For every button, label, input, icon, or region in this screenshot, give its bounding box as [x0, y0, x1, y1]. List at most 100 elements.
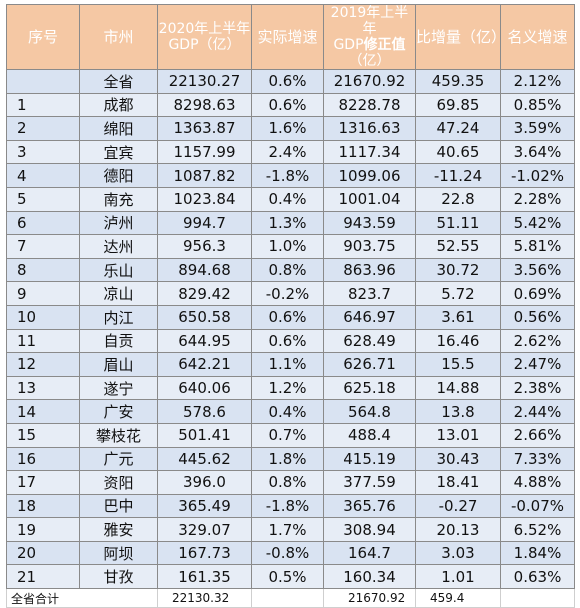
- cell-gdp2020: 329.07: [157, 517, 252, 542]
- cell-increase: 3.03: [415, 540, 501, 566]
- cell-city: 内江: [79, 304, 158, 330]
- cell-nominal-growth: 3.59%: [500, 116, 575, 141]
- cell-increase: 3.61: [415, 304, 501, 330]
- cell-real-growth: 1.2%: [251, 375, 324, 401]
- cell-real-growth: 0.5%: [251, 564, 324, 590]
- cell-real-growth: 0.8%: [251, 257, 324, 283]
- cell-gdp2019: 628.49: [323, 328, 416, 354]
- header-gdp2020-line1: 2020年上半年: [158, 21, 251, 37]
- cell-city: 南充: [79, 186, 158, 212]
- header-real-growth: 实际增速: [251, 4, 324, 70]
- cell-nominal-growth: 2.62%: [500, 328, 575, 354]
- cell-index: 12: [6, 352, 80, 377]
- table-footer: 全省合计 22130.32 21670.92 459.4: [6, 588, 575, 608]
- table-row: 17 资阳 396.0 0.8% 377.59 18.41 4.88%: [6, 470, 575, 495]
- cell-nominal-growth: 2.44%: [500, 399, 575, 424]
- cell-real-growth: 2.4%: [251, 139, 324, 165]
- cell-city: 德阳: [79, 163, 158, 188]
- cell-index: 11: [6, 328, 80, 354]
- cell-increase: -0.27: [415, 493, 501, 519]
- cell-real-growth: 0.6%: [251, 92, 324, 118]
- cell-nominal-growth: 2.12%: [500, 69, 575, 94]
- cell-index: 18: [6, 493, 80, 519]
- header-gdp2019-line2a: GDP: [333, 37, 364, 53]
- cell-real-growth: 0.8%: [251, 470, 324, 495]
- header-gdp2019-line2b: 修正值: [363, 37, 406, 53]
- cell-real-growth: 1.7%: [251, 517, 324, 542]
- cell-gdp2019: 1117.34: [323, 139, 416, 165]
- cell-city: 成都: [79, 92, 158, 118]
- cell-real-growth: 0.4%: [251, 399, 324, 424]
- cell-gdp2020: 644.95: [157, 328, 252, 354]
- cell-gdp2020: 1157.99: [157, 139, 252, 165]
- cell-gdp2019: 8228.78: [323, 92, 416, 118]
- cell-index: 20: [6, 540, 80, 566]
- table-row: 18 巴中 365.49 -1.8% 365.76 -0.27 -0.07%: [6, 493, 575, 519]
- cell-gdp2019: 903.75: [323, 234, 416, 259]
- table-row: 10 内江 650.58 0.6% 646.97 3.61 0.56%: [6, 304, 575, 330]
- table-row: 6 泸州 994.7 1.3% 943.59 51.11 5.42%: [6, 210, 575, 236]
- footer-gdp2019: 21670.92: [323, 588, 416, 608]
- cell-increase: 40.65: [415, 139, 501, 165]
- cell-nominal-growth: 7.33%: [500, 446, 575, 472]
- cell-real-growth: 0.4%: [251, 186, 324, 212]
- cell-gdp2019: 626.71: [323, 352, 416, 377]
- cell-nominal-growth: 6.52%: [500, 517, 575, 542]
- cell-increase: 5.72: [415, 281, 501, 306]
- table-row: 12 眉山 642.21 1.1% 626.71 15.5 2.47%: [6, 352, 575, 377]
- cell-gdp2020: 1087.82: [157, 163, 252, 188]
- cell-gdp2020: 167.73: [157, 540, 252, 566]
- cell-gdp2019: 488.4: [323, 422, 416, 448]
- cell-increase: -11.24: [415, 163, 501, 188]
- cell-index: 8: [6, 257, 80, 283]
- cell-increase: 1.01: [415, 564, 501, 590]
- header-gdp2020: 2020年上半年 GDP（亿）: [157, 4, 252, 70]
- cell-nominal-growth: 2.47%: [500, 352, 575, 377]
- cell-real-growth: -0.2%: [251, 281, 324, 306]
- cell-nominal-growth: 0.63%: [500, 564, 575, 590]
- footer-empty-2: [500, 588, 575, 608]
- cell-increase: 52.55: [415, 234, 501, 259]
- cell-increase: 459.35: [415, 69, 501, 94]
- cell-gdp2020: 1023.84: [157, 186, 252, 212]
- cell-gdp2019: 160.34: [323, 564, 416, 590]
- table-body: 全省 22130.27 0.6% 21670.92 459.35 2.12% 1 成都 8298…: [6, 69, 575, 590]
- cell-increase: 20.13: [415, 517, 501, 542]
- cell-index: 5: [6, 186, 80, 212]
- cell-real-growth: -1.8%: [251, 163, 324, 188]
- cell-gdp2019: 377.59: [323, 470, 416, 495]
- cell-index: 1: [6, 92, 80, 118]
- cell-city: 广安: [79, 399, 158, 424]
- cell-gdp2020: 894.68: [157, 257, 252, 283]
- cell-gdp2019: 308.94: [323, 517, 416, 542]
- header-index: 序号: [6, 4, 80, 70]
- cell-real-growth: 1.3%: [251, 210, 324, 236]
- cell-gdp2019: 943.59: [323, 210, 416, 236]
- cell-gdp2019: 1099.06: [323, 163, 416, 188]
- table-row: 9 凉山 829.42 -0.2% 823.7 5.72 0.69%: [6, 281, 575, 306]
- cell-city: 达州: [79, 234, 158, 259]
- cell-nominal-growth: 1.84%: [500, 540, 575, 566]
- footer-gdp2020: 22130.32: [157, 588, 252, 608]
- footer-row: 全省合计 22130.32 21670.92 459.4: [6, 588, 575, 608]
- cell-index: 14: [6, 399, 80, 424]
- cell-city: 眉山: [79, 352, 158, 377]
- cell-city: 遂宁: [79, 375, 158, 401]
- cell-city: 甘孜: [79, 564, 158, 590]
- table-row: 16 广元 445.62 1.8% 415.19 30.43 7.33%: [6, 446, 575, 472]
- cell-increase: 13.01: [415, 422, 501, 448]
- cell-gdp2019: 365.76: [323, 493, 416, 519]
- cell-gdp2020: 22130.27: [157, 69, 252, 94]
- cell-nominal-growth: 5.81%: [500, 234, 575, 259]
- cell-real-growth: 0.7%: [251, 422, 324, 448]
- cell-real-growth: -0.8%: [251, 540, 324, 566]
- cell-nominal-growth: 2.66%: [500, 422, 575, 448]
- cell-nominal-growth: 0.69%: [500, 281, 575, 306]
- cell-gdp2020: 501.41: [157, 422, 252, 448]
- cell-index: 2: [6, 116, 80, 141]
- cell-gdp2020: 642.21: [157, 352, 252, 377]
- cell-nominal-growth: -0.07%: [500, 493, 575, 519]
- cell-gdp2019: 863.96: [323, 257, 416, 283]
- cell-real-growth: 1.1%: [251, 352, 324, 377]
- cell-gdp2020: 8298.63: [157, 92, 252, 118]
